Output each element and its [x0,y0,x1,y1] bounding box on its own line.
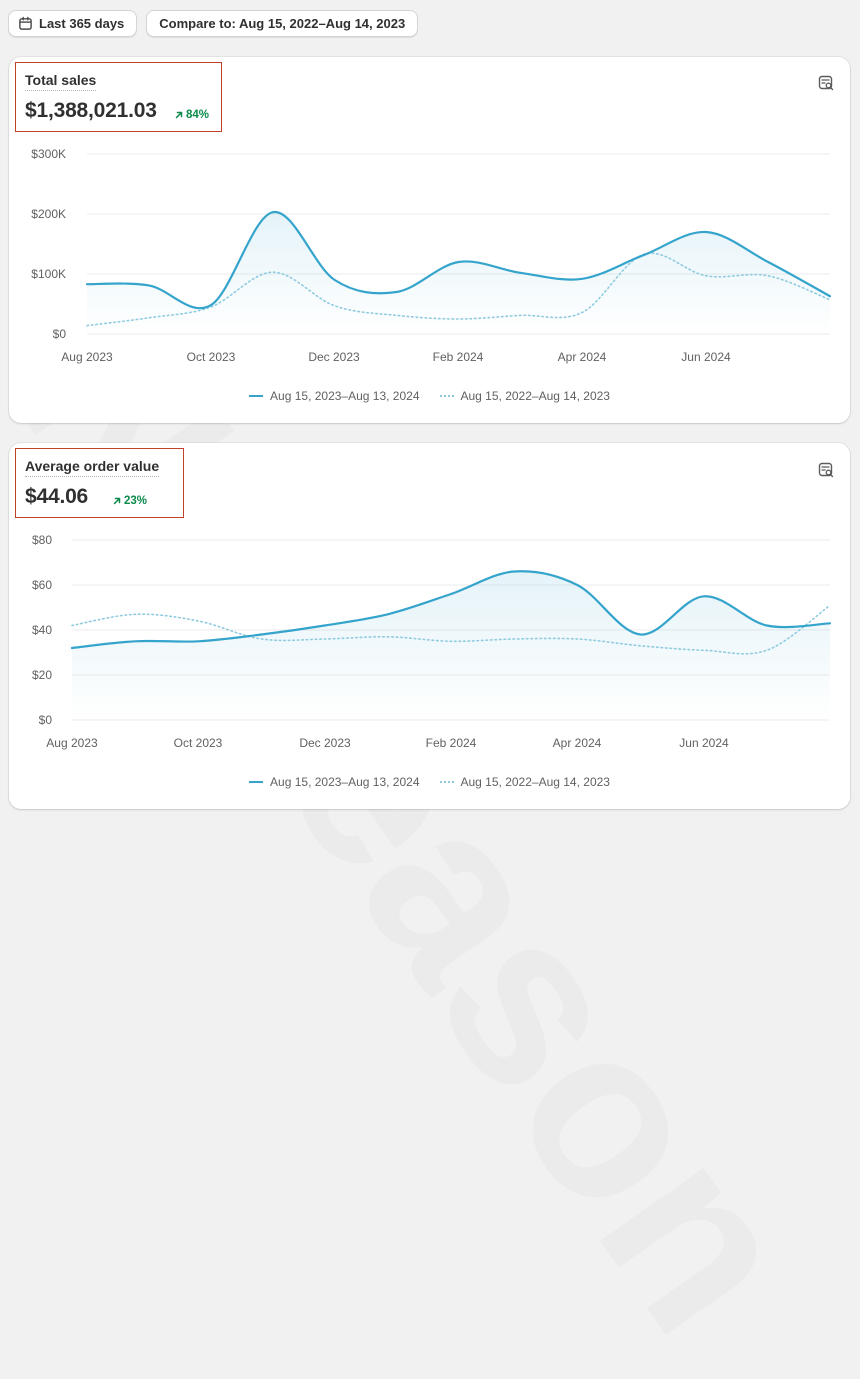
metric-delta: 84% [174,109,209,121]
legend-label-previous: Aug 15, 2022–Aug 14, 2023 [460,389,610,403]
y-tick-label: $0 [53,327,67,341]
total-sales-card: Total sales $1,388,021.03 84% $0 $100K $20… [9,57,850,423]
explore-chart-icon[interactable] [818,462,834,478]
explore-chart-icon[interactable] [818,75,834,91]
calendar-icon [19,16,32,30]
series-line-previous[interactable] [86,252,831,327]
compare-to-button[interactable]: Compare to: Aug 15, 2022–Aug 14, 2023 [146,10,419,37]
x-tick-label: Oct 2023 [174,736,223,750]
date-range-button[interactable]: Last 365 days [8,10,138,37]
x-tick-label: Apr 2024 [558,350,607,364]
series-area-current [87,211,830,334]
metric-value: $1,388,021.03 [25,99,157,122]
metric-title[interactable]: Total sales [25,72,97,91]
legend-label-current: Aug 15, 2023–Aug 13, 2024 [270,775,420,789]
legend-solid-swatch [249,395,264,397]
x-tick-label: Jun 2024 [679,736,729,750]
y-tick-label: $60 [32,578,52,592]
compare-label: Compare to: Aug 15, 2022–Aug 14, 2023 [159,16,406,31]
metric-highlight-box: Average order value $44.06 23% [15,448,184,518]
series-area-current [72,571,830,720]
watermark: Nudeason [0,270,855,1379]
arrow-up-right-icon [113,497,121,505]
metric-delta-value: 23% [124,495,148,507]
legend-dotted-swatch [439,395,454,397]
y-tick-label: $300K [31,147,66,161]
y-tick-label: $0 [39,713,53,727]
average-order-value-card: Average order value $44.06 23% $0 $20 $40 $… [9,443,850,809]
legend-item-previous[interactable]: Aug 15, 2022–Aug 14, 2023 [439,389,610,403]
x-tick-label: Jun 2024 [681,350,731,364]
toolbar: Last 365 days Compare to: Aug 15, 2022–A… [8,10,419,37]
y-tick-label: $80 [32,533,52,547]
date-range-label: Last 365 days [39,16,125,31]
x-tick-label: Oct 2023 [187,350,236,364]
y-tick-label: $20 [32,668,52,682]
legend-item-current[interactable]: Aug 15, 2023–Aug 13, 2024 [249,775,420,789]
x-tick-label: Feb 2024 [433,350,484,364]
series-line-previous[interactable] [71,604,831,655]
series-line-current[interactable] [85,211,832,310]
series-line-current[interactable] [70,570,832,650]
chart-legend: Aug 15, 2023–Aug 13, 2024 Aug 15, 2022–A… [9,775,850,789]
metric-value: $44.06 [25,485,89,508]
arrow-up-right-icon [175,111,183,119]
metric-delta: 23% [112,495,147,507]
x-tick-label: Dec 2023 [308,350,360,364]
x-tick-label: Dec 2023 [299,736,351,750]
average-order-value-chart: $0 $20 $40 $60 $80 Aug 2023 Oct 2023 Dec 2023 Fe… [32,533,832,750]
legend-item-previous[interactable]: Aug 15, 2022–Aug 14, 2023 [439,775,610,789]
y-tick-label: $100K [31,267,66,281]
legend-solid-swatch [249,781,264,783]
x-tick-label: Aug 2023 [61,350,113,364]
y-tick-label: $40 [32,623,52,637]
y-tick-label: $200K [31,207,66,221]
x-tick-label: Aug 2023 [46,736,98,750]
legend-label-previous: Aug 15, 2022–Aug 14, 2023 [460,775,610,789]
legend-item-current[interactable]: Aug 15, 2023–Aug 13, 2024 [249,389,420,403]
metric-delta-value: 84% [186,109,210,121]
legend-dotted-swatch [439,781,454,783]
metric-title[interactable]: Average order value [25,458,160,477]
total-sales-chart: $0 $100K $200K $300K Aug 2023 Oct 2023 Dec 202… [31,147,832,364]
x-tick-label: Feb 2024 [426,736,477,750]
legend-label-current: Aug 15, 2023–Aug 13, 2024 [270,389,420,403]
metric-highlight-box: Total sales $1,388,021.03 84% [15,62,222,132]
x-tick-label: Apr 2024 [553,736,602,750]
chart-legend: Aug 15, 2023–Aug 13, 2024 Aug 15, 2022–A… [9,389,850,403]
